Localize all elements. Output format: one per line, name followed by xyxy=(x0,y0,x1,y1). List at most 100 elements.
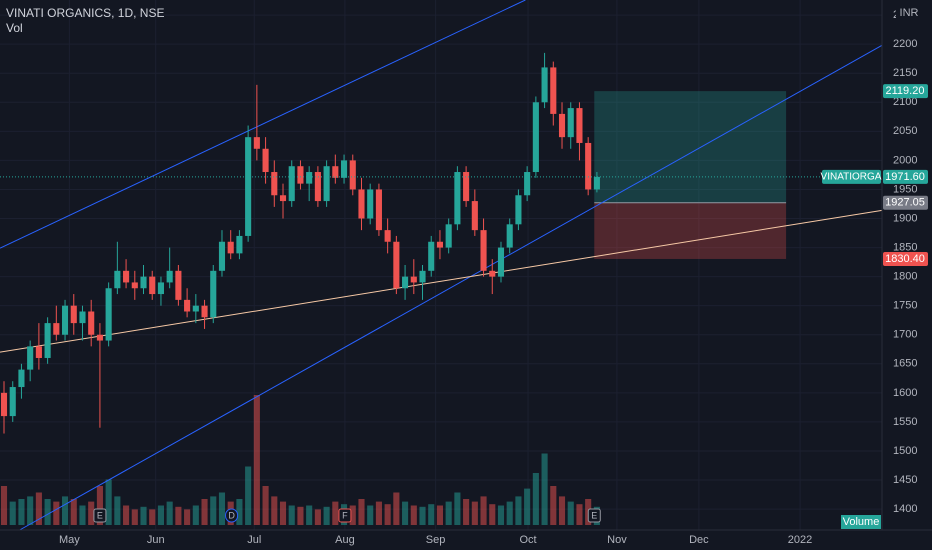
volume-bar xyxy=(140,506,147,525)
candle-body xyxy=(175,270,182,300)
candle-body xyxy=(358,189,365,219)
volume-bar xyxy=(27,496,34,525)
candle-body xyxy=(279,195,287,202)
candle-body xyxy=(524,172,531,196)
entry-tag: 1927.05 xyxy=(885,197,925,209)
volume-bar xyxy=(558,496,566,525)
volume-bar xyxy=(279,501,287,525)
candle-body xyxy=(201,305,208,318)
candle-body xyxy=(27,346,34,370)
last-price-tag-bg xyxy=(883,169,928,184)
volume-bar xyxy=(61,496,69,525)
volume-bar xyxy=(149,509,156,525)
volume-bar xyxy=(454,492,461,525)
x-tick-label: Oct xyxy=(519,534,536,546)
volume-bar xyxy=(419,506,426,525)
volume-bar xyxy=(332,501,339,525)
stop-tag-bg xyxy=(883,251,928,266)
event-marker xyxy=(225,508,239,523)
candle-body xyxy=(123,270,130,283)
volume-bar xyxy=(218,492,226,525)
volume-bar xyxy=(567,501,574,525)
x-tick-label: Aug xyxy=(335,534,355,546)
candle-body xyxy=(184,299,191,312)
y-tick-label: 1600 xyxy=(893,387,917,399)
y-tick-label: 1650 xyxy=(893,358,917,370)
candle-body xyxy=(515,195,522,225)
volume-bar xyxy=(131,509,138,525)
candle-body xyxy=(541,67,548,103)
candle-body xyxy=(297,166,304,184)
candle-body xyxy=(576,108,583,143)
candle-body xyxy=(340,160,348,178)
y-tick-label: 2050 xyxy=(893,125,917,137)
target-zone xyxy=(594,91,787,203)
volume-bar xyxy=(576,504,583,525)
volume-bar xyxy=(314,509,321,525)
volume-tag xyxy=(841,515,881,529)
y-tick-label: 1850 xyxy=(893,241,917,253)
volume-bar xyxy=(497,505,505,525)
candle-body xyxy=(236,235,243,254)
event-marker xyxy=(93,508,107,523)
candle-body xyxy=(463,172,470,202)
symbol-tag-bg xyxy=(822,169,881,184)
volume-bar xyxy=(18,499,25,525)
volume-bar xyxy=(489,504,496,525)
candle-body xyxy=(79,311,86,324)
volume-bar xyxy=(35,492,42,525)
event-label: E xyxy=(97,510,103,520)
volume-bar xyxy=(262,486,269,525)
y-tick-label: 1950 xyxy=(893,183,917,195)
symbol-tag: VINATIORGA xyxy=(821,172,882,183)
x-tick-label: May xyxy=(59,534,80,546)
x-tick-label: 2022 xyxy=(788,534,812,546)
y-tick-label: 1500 xyxy=(893,445,917,457)
y-tick-label: 1800 xyxy=(893,271,917,283)
volume-bar xyxy=(157,505,165,525)
volume-bar xyxy=(175,506,182,525)
candle-body xyxy=(96,334,103,341)
candle-body xyxy=(44,323,51,358)
event-marker xyxy=(587,508,601,523)
y-tick-label: 2100 xyxy=(893,96,917,108)
volume-bar xyxy=(96,486,103,525)
candle-body xyxy=(61,305,69,335)
candle-body xyxy=(140,276,147,289)
candle-body xyxy=(262,148,269,173)
volume-bar xyxy=(375,501,382,525)
volume-bar xyxy=(9,501,16,525)
chart-title: VINATI ORGANICS, 1D, NSE xyxy=(6,6,164,20)
volume-bar xyxy=(44,499,51,525)
currency-bg xyxy=(896,5,922,20)
candle-body xyxy=(471,201,478,231)
volume-bar xyxy=(297,506,304,525)
volume-bar xyxy=(201,499,208,525)
volume-bar xyxy=(88,501,95,525)
volume-bar xyxy=(550,486,557,525)
candle-body xyxy=(227,241,234,254)
candle-body xyxy=(131,282,138,289)
candle-body xyxy=(506,224,513,248)
y-tick-label: 2150 xyxy=(893,67,917,79)
candle-body xyxy=(567,108,574,138)
volume-bar xyxy=(210,496,217,525)
candle-body xyxy=(210,270,217,318)
volume-bar xyxy=(236,499,243,525)
volume-bar xyxy=(515,496,522,525)
x-tick-label: Nov xyxy=(607,534,627,546)
candle-body xyxy=(306,172,313,184)
volume-bar xyxy=(253,395,260,525)
volume-bar xyxy=(532,473,539,525)
candle-body xyxy=(288,166,295,202)
candle-body xyxy=(53,323,60,335)
event-label: E xyxy=(591,510,597,520)
candle-body xyxy=(149,276,156,295)
volume-bar xyxy=(70,499,77,525)
volume-bar xyxy=(384,504,391,525)
volume-bar xyxy=(245,466,252,525)
last-price-tag: 1971.60 xyxy=(885,171,925,183)
volume-bar xyxy=(428,504,435,525)
entry-tag-bg xyxy=(883,195,928,210)
